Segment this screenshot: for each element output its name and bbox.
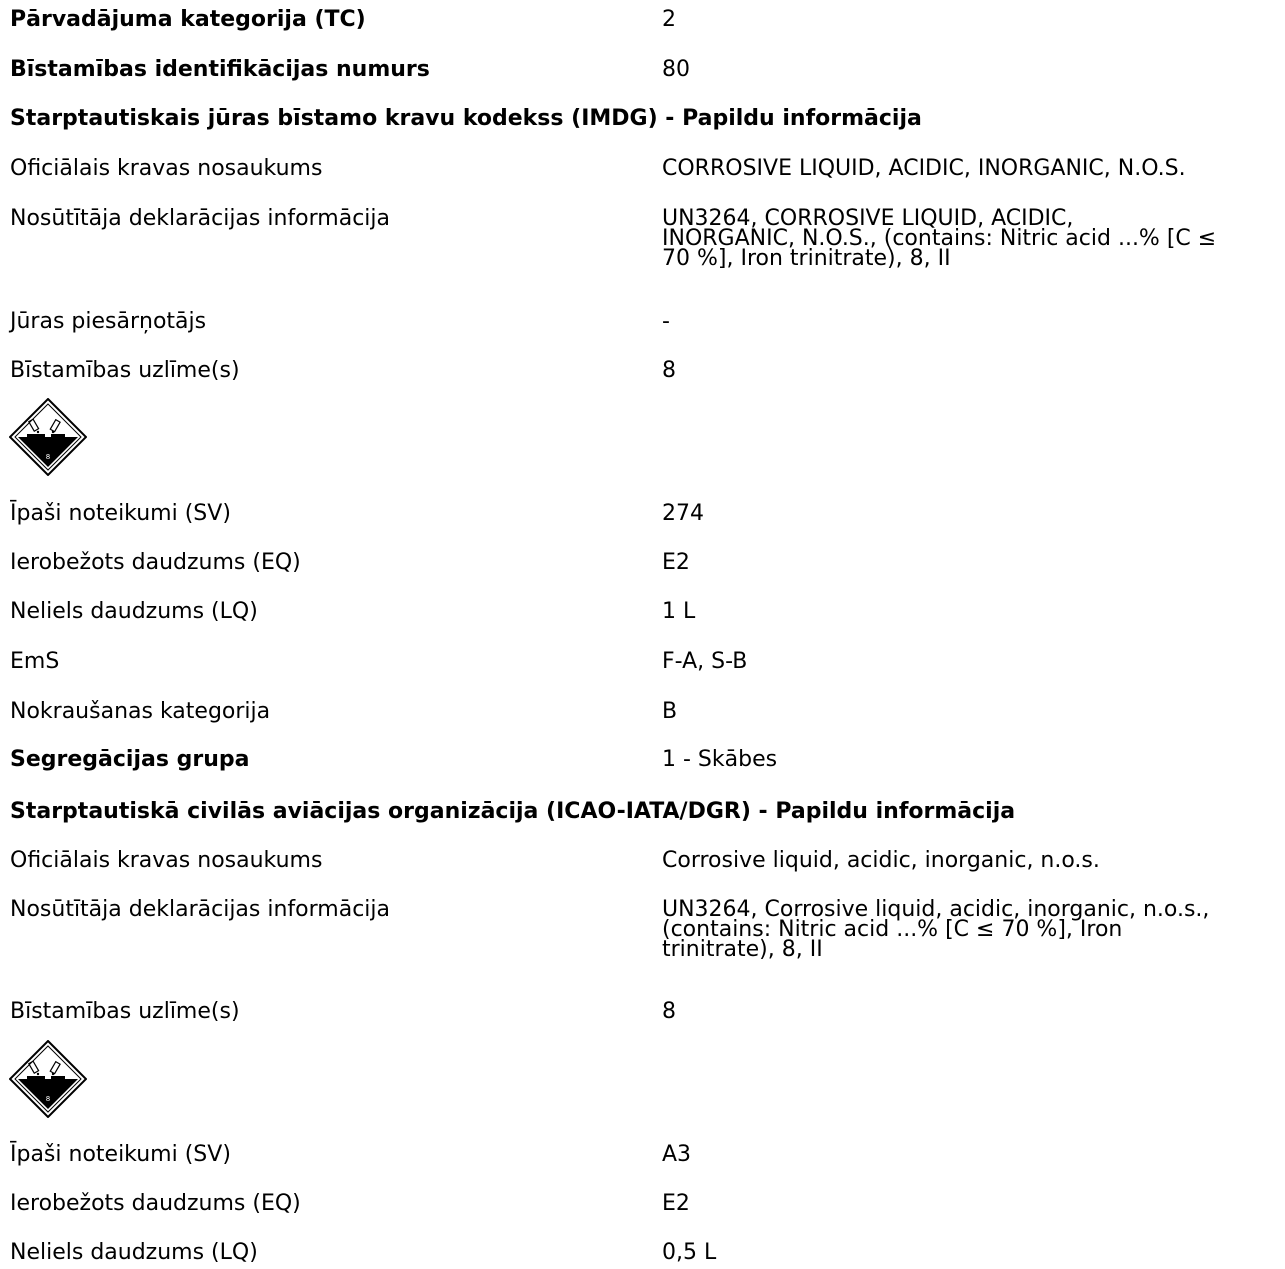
icao-shipper-value: UN3264, Corrosive liquid, acidic, inorga…: [662, 897, 1210, 962]
hazard-id-value: 80: [662, 57, 690, 82]
icao-shipper-line: trinitrate), 8, II: [662, 937, 823, 962]
imdg-special-provisions-value: 274: [662, 501, 704, 526]
pictogram-number: 8: [46, 1095, 50, 1103]
icao-shipper-label: Nosūtītāja deklarācijas informācija: [10, 897, 391, 922]
imdg-shipper-line: 70 %], Iron trinitrate), 8, II: [662, 246, 951, 271]
icao-heading: Starptautiskā civilās aviācijas organizā…: [10, 799, 1016, 824]
imdg-stowage-category-value: B: [662, 699, 678, 724]
transport-category-value: 2: [662, 7, 676, 32]
imdg-hazard-labels-label: Bīstamības uzlīme(s): [10, 358, 240, 383]
pictogram-number: 8: [46, 453, 50, 461]
icao-proper-name-label: Oficiālais kravas nosaukums: [10, 848, 323, 873]
imdg-hazard-labels-value: 8: [662, 358, 676, 383]
imdg-shipper-label: Nosūtītāja deklarācijas informācija: [10, 206, 391, 231]
imdg-shipper-value: UN3264, CORROSIVE LIQUID, ACIDIC, INORGA…: [662, 206, 1217, 271]
icao-proper-name-value: Corrosive liquid, acidic, inorganic, n.o…: [662, 848, 1100, 873]
imdg-segregation-label: Segregācijas grupa: [10, 747, 250, 772]
icao-special-provisions-label: Īpaši noteikumi (SV): [10, 1142, 231, 1167]
imdg-stowage-category-label: Nokraušanas kategorija: [10, 699, 271, 724]
imdg-ems-label: EmS: [10, 649, 60, 674]
icao-excepted-quantities-label: Ierobežots daudzums (EQ): [10, 1191, 301, 1216]
imdg-limited-quantities-label: Neliels daudzums (LQ): [10, 599, 258, 624]
icao-limited-quantities-value: 0,5 L: [662, 1240, 717, 1265]
imdg-limited-quantities-value: 1 L: [662, 599, 696, 624]
imdg-marine-pollutant-value: -: [662, 309, 670, 334]
icao-hazard-labels-value: 8: [662, 999, 676, 1024]
corrosive-pictogram-icon: 8: [9, 1040, 87, 1118]
imdg-proper-name-value: CORROSIVE LIQUID, ACIDIC, INORGANIC, N.O…: [662, 156, 1186, 181]
imdg-heading: Starptautiskais jūras bīstamo kravu kode…: [10, 106, 922, 131]
hazard-id-label: Bīstamības identifikācijas numurs: [10, 57, 430, 82]
imdg-proper-name-label: Oficiālais kravas nosaukums: [10, 156, 323, 181]
imdg-marine-pollutant-label: Jūras piesārņotājs: [10, 309, 207, 334]
icao-excepted-quantities-value: E2: [662, 1191, 690, 1216]
icao-special-provisions-value: A3: [662, 1142, 692, 1167]
imdg-shipper-line: UN3264, CORROSIVE LIQUID, ACIDIC,: [662, 206, 1074, 231]
imdg-excepted-quantities-label: Ierobežots daudzums (EQ): [10, 550, 301, 575]
imdg-special-provisions-label: Īpaši noteikumi (SV): [10, 501, 231, 526]
imdg-excepted-quantities-value: E2: [662, 550, 690, 575]
icao-shipper-line: (contains: Nitric acid ...% [C ≤ 70 %], …: [662, 917, 1123, 942]
imdg-ems-value: F-A, S-B: [662, 649, 748, 674]
corrosive-pictogram-icon: 8: [9, 398, 87, 476]
icao-hazard-labels-label: Bīstamības uzlīme(s): [10, 999, 240, 1024]
icao-shipper-line: UN3264, Corrosive liquid, acidic, inorga…: [662, 897, 1210, 922]
imdg-segregation-value: 1 - Skābes: [662, 747, 778, 772]
icao-limited-quantities-label: Neliels daudzums (LQ): [10, 1240, 258, 1265]
imdg-shipper-line: INORGANIC, N.O.S., (contains: Nitric aci…: [662, 226, 1217, 251]
transport-category-label: Pārvadājuma kategorija (TC): [10, 7, 366, 32]
